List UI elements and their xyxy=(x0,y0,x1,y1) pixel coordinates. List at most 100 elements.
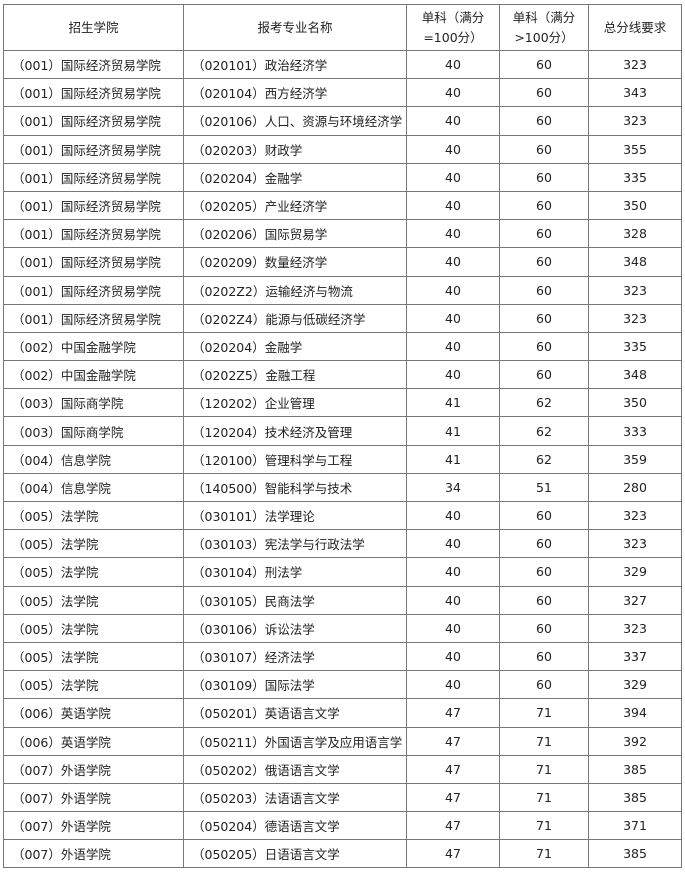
cell-single-100: 40 xyxy=(406,613,500,643)
cell-single-over-100: 71 xyxy=(499,782,589,813)
table-row: （005）法学院 （030103）宪法学与行政法学 40 60 323 xyxy=(3,529,682,559)
cell-college: （003）国际商学院 xyxy=(3,388,184,418)
table-row: （007）外语学院 （050202）俄语语言文学 47 71 385 xyxy=(3,754,682,784)
table-row: （006）英语学院 （050211）外国语言学及应用语言学 47 71 392 xyxy=(3,726,682,756)
cell-single-100: 41 xyxy=(406,416,500,446)
cell-single-over-100: 60 xyxy=(499,78,589,108)
table-row: （001）国际经济贸易学院 （020206）国际贸易学 40 60 328 xyxy=(3,219,682,249)
cell-major: （120204）技术经济及管理 xyxy=(183,416,407,446)
cell-single-over-100: 62 xyxy=(499,416,589,446)
cell-single-100: 47 xyxy=(406,811,500,841)
cell-college: （005）法学院 xyxy=(3,585,184,615)
cell-single-100: 40 xyxy=(406,219,500,249)
cell-total: 323 xyxy=(588,49,682,80)
cell-single-over-100: 60 xyxy=(499,247,589,277)
cell-major: （050201）英语语言文学 xyxy=(183,698,407,728)
cell-college: （005）法学院 xyxy=(3,529,184,559)
table-row: （007）外语学院 （050203）法语语言文学 47 71 385 xyxy=(3,782,682,813)
table-row: （002）中国金融学院 （020204）金融学 40 60 335 xyxy=(3,331,682,362)
table-row: （006）英语学院 （050201）英语语言文学 47 71 394 xyxy=(3,698,682,728)
header-major: 报考专业名称 xyxy=(183,4,407,51)
cell-single-over-100: 60 xyxy=(499,219,589,249)
cell-single-over-100: 71 xyxy=(499,698,589,728)
cell-single-100: 40 xyxy=(406,134,500,164)
cell-single-100: 40 xyxy=(406,529,500,559)
cell-college: （001）国际经济贸易学院 xyxy=(3,162,184,192)
cell-single-over-100: 60 xyxy=(499,670,589,700)
cell-single-100: 40 xyxy=(406,78,500,108)
cell-college: （005）法学院 xyxy=(3,613,184,643)
cell-single-over-100: 51 xyxy=(499,472,589,503)
cell-single-over-100: 60 xyxy=(499,134,589,164)
cell-single-over-100: 60 xyxy=(499,303,589,333)
cell-major: （030106）诉讼法学 xyxy=(183,613,407,643)
cell-single-over-100: 60 xyxy=(499,500,589,531)
cell-single-over-100: 71 xyxy=(499,726,589,756)
cell-college: （001）国际经济贸易学院 xyxy=(3,49,184,80)
cell-single-over-100: 60 xyxy=(499,106,589,136)
table-row: （007）外语学院 （050204）德语语言文学 47 71 371 xyxy=(3,811,682,841)
cell-college: （001）国际经济贸易学院 xyxy=(3,247,184,277)
cell-college: （007）外语学院 xyxy=(3,754,184,784)
table-row: （001）国际经济贸易学院 （020104）西方经济学 40 60 343 xyxy=(3,78,682,108)
cell-single-100: 34 xyxy=(406,472,500,503)
cell-total: 371 xyxy=(588,811,682,841)
table-row: （004）信息学院 （120100）管理科学与工程 41 62 359 xyxy=(3,444,682,474)
cell-major: （030104）刑法学 xyxy=(183,557,407,587)
cell-college: （001）国际经济贸易学院 xyxy=(3,78,184,108)
cell-major: （020206）国际贸易学 xyxy=(183,219,407,249)
cell-major: （020204）金融学 xyxy=(183,331,407,362)
cell-single-100: 40 xyxy=(406,247,500,277)
table-row: （005）法学院 （030101）法学理论 40 60 323 xyxy=(3,500,682,531)
table-row: （001）国际经济贸易学院 （0202Z2）运输经济与物流 40 60 323 xyxy=(3,275,682,305)
cell-total: 323 xyxy=(588,275,682,305)
cell-single-100: 40 xyxy=(406,500,500,531)
cell-major: （0202Z4）能源与低碳经济学 xyxy=(183,303,407,333)
cell-single-100: 40 xyxy=(406,331,500,362)
cell-single-over-100: 60 xyxy=(499,613,589,643)
cell-total: 329 xyxy=(588,670,682,700)
cell-single-over-100: 62 xyxy=(499,388,589,418)
cell-major: （030103）宪法学与行政法学 xyxy=(183,529,407,559)
cell-single-over-100: 71 xyxy=(499,839,589,869)
header-college: 招生学院 xyxy=(3,4,184,51)
table-row: （002）中国金融学院 （0202Z5）金融工程 40 60 348 xyxy=(3,360,682,390)
cell-single-100: 40 xyxy=(406,641,500,672)
cell-major: （120202）企业管理 xyxy=(183,388,407,418)
cell-major: （030105）民商法学 xyxy=(183,585,407,615)
header-single-over-100: 单科（满分>100分） xyxy=(499,4,589,51)
cell-college: （001）国际经济贸易学院 xyxy=(3,106,184,136)
cell-single-100: 41 xyxy=(406,444,500,474)
cell-college: （001）国际经济贸易学院 xyxy=(3,219,184,249)
cell-single-over-100: 60 xyxy=(499,585,589,615)
header-total: 总分线要求 xyxy=(588,4,682,51)
table-row: （005）法学院 （030104）刑法学 40 60 329 xyxy=(3,557,682,587)
cell-single-over-100: 60 xyxy=(499,190,589,221)
cell-total: 385 xyxy=(588,782,682,813)
cell-college: （005）法学院 xyxy=(3,500,184,531)
cell-college: （002）中国金融学院 xyxy=(3,331,184,362)
cell-single-100: 47 xyxy=(406,782,500,813)
header-row: 招生学院 报考专业名称 单科（满分=100分） 单科（满分>100分） 总分线要… xyxy=(3,4,682,51)
cell-single-over-100: 62 xyxy=(499,444,589,474)
cell-college: （005）法学院 xyxy=(3,557,184,587)
cell-single-100: 47 xyxy=(406,726,500,756)
cell-total: 348 xyxy=(588,360,682,390)
cell-total: 350 xyxy=(588,388,682,418)
cell-total: 329 xyxy=(588,557,682,587)
cell-single-over-100: 71 xyxy=(499,754,589,784)
table-row: （005）法学院 （030106）诉讼法学 40 60 323 xyxy=(3,613,682,643)
cell-college: （006）英语学院 xyxy=(3,726,184,756)
cell-college: （003）国际商学院 xyxy=(3,416,184,446)
cell-total: 350 xyxy=(588,190,682,221)
cell-college: （005）法学院 xyxy=(3,670,184,700)
cell-college: （006）英语学院 xyxy=(3,698,184,728)
cell-single-over-100: 71 xyxy=(499,811,589,841)
cell-major: （020104）西方经济学 xyxy=(183,78,407,108)
cell-college: （007）外语学院 xyxy=(3,782,184,813)
cell-total: 333 xyxy=(588,416,682,446)
cell-major: （050205）日语语言文学 xyxy=(183,839,407,869)
cell-single-100: 40 xyxy=(406,303,500,333)
table-row: （001）国际经济贸易学院 （0202Z4）能源与低碳经济学 40 60 323 xyxy=(3,303,682,333)
cell-total: 323 xyxy=(588,106,682,136)
